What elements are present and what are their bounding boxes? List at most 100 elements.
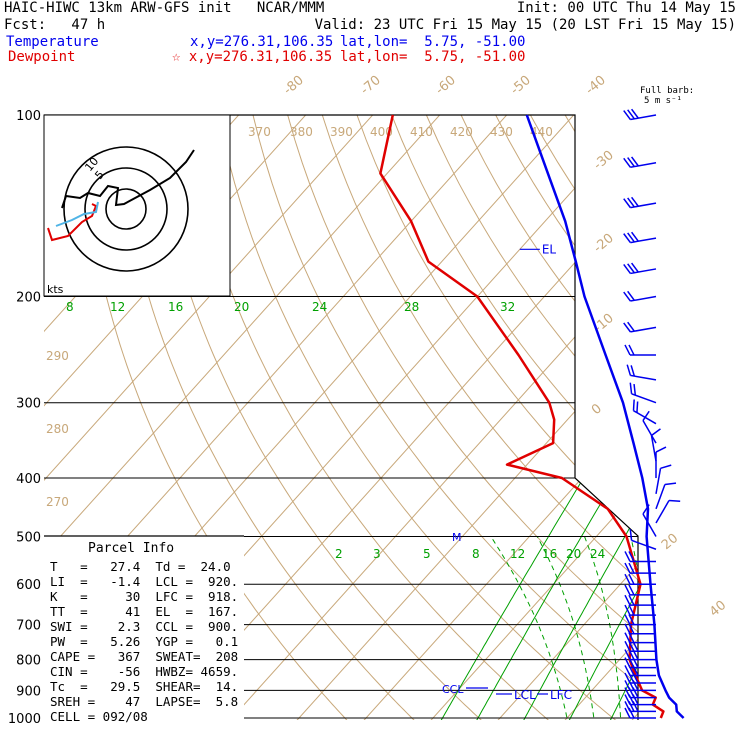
dry-adiabat-line (347, 115, 638, 720)
parcel-title: Parcel Info (88, 541, 174, 556)
mixing-ratio-line (660, 269, 740, 731)
hodograph-ring-15 (63, 146, 189, 272)
wind-barb (655, 464, 672, 495)
mixing-ratio-label: 12 (110, 300, 125, 314)
isotherm-line (220, 115, 638, 720)
mixing-ratio-label: 20 (566, 547, 581, 561)
theta-label: 380 (290, 125, 313, 139)
isotherm-line (287, 115, 638, 720)
wind-barb (624, 594, 656, 606)
dry-adiabat-line (179, 115, 562, 720)
isotherm-line (44, 115, 465, 720)
parcel-row: LI = -1.4 LCL = 920. (50, 574, 238, 589)
lfc-label: LFC (550, 688, 572, 702)
hodograph-ring-10 (84, 167, 168, 251)
wind-barb (623, 290, 657, 302)
isotherm-label: -50 (508, 73, 534, 98)
dry-adiabat-line (718, 87, 740, 730)
wind-barb (623, 262, 657, 275)
lcl-label: LCL (514, 688, 536, 702)
theta-label: 370 (248, 125, 271, 139)
hodograph-units: kts (47, 283, 64, 296)
pressure-tick-label: 200 (16, 291, 41, 306)
mixing-ratio-label: 16 (168, 300, 183, 314)
wind-barb (655, 482, 677, 510)
moist-adiabat-line (584, 536, 622, 720)
dewpoint-xy: ☆ x,y=276.31,106.35 (172, 49, 333, 65)
isotherm-label: -60 (433, 73, 459, 98)
mixing-ratio-label: 24 (312, 300, 327, 314)
dry-adiabat-line (145, 115, 494, 720)
dewpoint-profile (379, 114, 665, 719)
wind-barbs (623, 108, 681, 719)
pressure-tick-label: 100 (16, 109, 41, 124)
forecast-hour: Fcst: 47 h (4, 17, 106, 33)
wind-barb (629, 529, 657, 550)
wind-barb (623, 196, 657, 209)
dry-adiabat-line (280, 115, 638, 720)
pressure-tick-label: 500 (16, 530, 41, 545)
isotherm-label: 20 (659, 531, 681, 553)
wind-barb (623, 108, 657, 121)
dry-adiabat-line (582, 115, 638, 720)
mixing-ratio-label: 20 (234, 300, 249, 314)
isotherm-line (488, 115, 638, 720)
temperature-legend: Temperature (6, 34, 99, 50)
wind-barb (624, 584, 656, 596)
moist-adiabat-line (536, 536, 595, 720)
mixing-ratio-line (697, 269, 740, 731)
dry-adiabat-line (381, 115, 638, 720)
parcel-row: SWI = 2.3 CCL = 900. (50, 619, 238, 634)
mixing-ratio-label: 8 (66, 300, 74, 314)
wind-barb (655, 499, 681, 524)
parcel-row: Tc = 29.5 SHEAR= 14. (50, 679, 238, 694)
dry-adiabat-line (246, 115, 638, 720)
parcel-row: SREH = 47 LAPSE= 5.8 (50, 694, 238, 709)
dry-adiabat-line (651, 87, 740, 730)
isotherm-line (421, 115, 638, 720)
wind-barb (624, 614, 656, 626)
wind-barb (626, 364, 657, 381)
mixing-ratio-line (563, 268, 638, 720)
pressure-tick-label: 400 (16, 472, 41, 487)
pressure-tick-label: 1000 (8, 712, 41, 727)
dry-adiabat-line (313, 115, 638, 720)
temperature-profile (525, 114, 685, 719)
dry-adiabat-line (414, 115, 638, 720)
wind-barb (624, 604, 656, 616)
wind-barb (655, 446, 667, 479)
dry-adiabat-line (515, 115, 638, 720)
theta-label: 440 (530, 125, 553, 139)
pressure-tick-label: 800 (16, 654, 41, 669)
mixing-ratio-label: 32 (500, 300, 515, 314)
pressure-tick-label: 700 (16, 619, 41, 634)
isotherm-label: -70 (358, 73, 384, 98)
barb-legend-units: 5 m s⁻¹ (644, 96, 682, 106)
mixing-ratio-line (712, 269, 740, 731)
isotherm-line (354, 115, 638, 720)
mixing-ratio-line (604, 268, 638, 720)
isotherm-label: -40 (583, 73, 609, 98)
wind-barb (624, 573, 656, 585)
mixing-ratio-line (635, 268, 638, 720)
wind-barb (624, 623, 656, 635)
mixing-ratio-label: 24 (590, 547, 605, 561)
pressure-tick-label: 900 (16, 684, 41, 699)
parcel-row: PW = 5.26 YGP = 0.1 (50, 634, 238, 649)
barb-legend-title: Full barb: (640, 86, 695, 96)
theta-label: 420 (450, 125, 473, 139)
mixing-ratio-line (517, 268, 638, 720)
parcel-row: CIN = -56 HWBZ= 4659. (50, 664, 238, 679)
wind-barb (624, 701, 656, 713)
hodograph-mid-trace (55, 201, 99, 227)
wind-barb (623, 321, 657, 333)
pressure-tick-label: 600 (16, 578, 41, 593)
dry-adiabat-line (212, 115, 630, 720)
mixing-ratio-label: 5 (423, 547, 431, 561)
wind-barb (623, 156, 657, 168)
wind-barb (623, 231, 657, 244)
wind-barb (632, 399, 657, 425)
theta-label: 270 (46, 495, 69, 509)
hodograph: 10 5 kts (43, 114, 231, 297)
